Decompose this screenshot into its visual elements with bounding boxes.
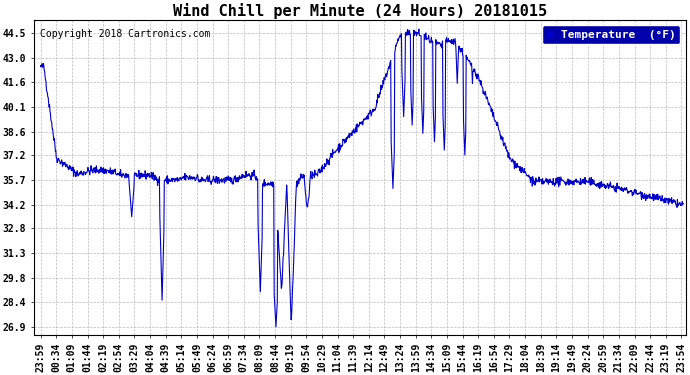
Title: Wind Chill per Minute (24 Hours) 20181015: Wind Chill per Minute (24 Hours) 2018101… xyxy=(172,3,547,19)
Text: Copyright 2018 Cartronics.com: Copyright 2018 Cartronics.com xyxy=(41,29,211,39)
Legend: Temperature  (°F): Temperature (°F) xyxy=(542,26,680,44)
